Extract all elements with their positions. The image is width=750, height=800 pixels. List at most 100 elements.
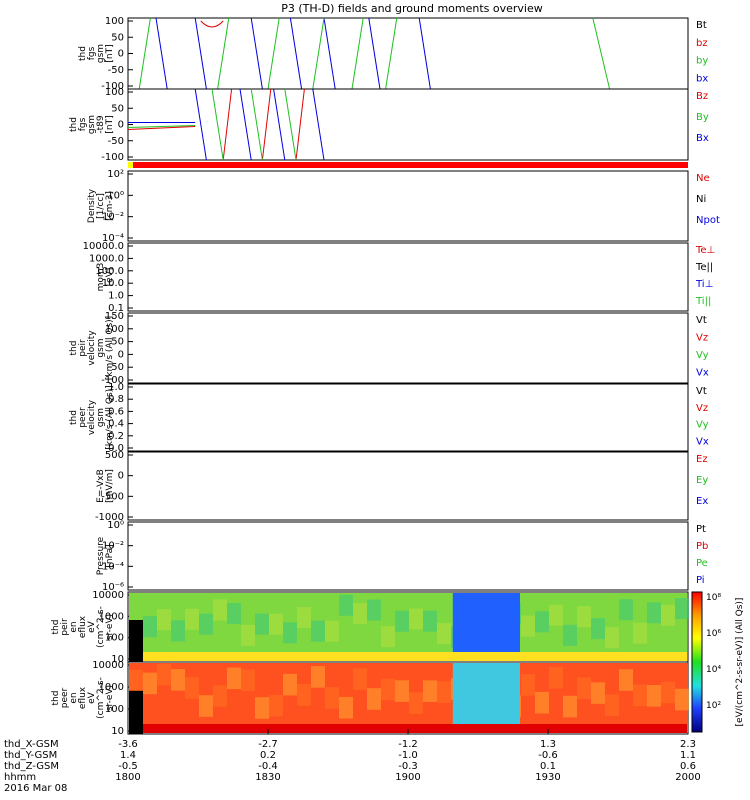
panel-frame bbox=[127, 312, 689, 384]
bz-trace bbox=[222, 88, 233, 161]
ylabel-line: thd bbox=[78, 46, 88, 61]
by-trace bbox=[127, 125, 196, 128]
panel-ylabel: thdpeirvelocitygsm[km/s (All Qs)] bbox=[69, 316, 115, 380]
panel-7: E=-VxB[mV/m] 500 0 -500 -1000 Ez Ey Ex bbox=[95, 450, 708, 523]
orbit-row-label: hhmm bbox=[4, 772, 36, 783]
spectrogram-cell bbox=[283, 622, 297, 644]
spectrogram-cell bbox=[549, 666, 563, 689]
ylabel-line: gsm bbox=[96, 408, 106, 427]
legend-entry: Ti|| bbox=[695, 296, 711, 307]
spectrogram-cell bbox=[381, 626, 395, 648]
spectrogram-cell bbox=[381, 678, 395, 701]
legend-entry: Ne bbox=[696, 173, 710, 184]
panel-frame bbox=[127, 521, 689, 591]
legend-entry: Vt bbox=[696, 315, 707, 326]
panel-8: Pressure[nPa] 10⁰ 10⁻² 10⁻⁴ 10⁻⁶ Pt Pb Pe Pi bbox=[96, 520, 708, 593]
ylabel-line: [cm-3] bbox=[105, 191, 115, 221]
orbit-row-label: thd_Z-GSM bbox=[4, 761, 59, 772]
panel-ylabel: thdfgsgsm-t89[nT] bbox=[69, 115, 115, 134]
legend-entry: Te⊥ bbox=[695, 245, 715, 256]
spectrogram-cell bbox=[605, 694, 619, 717]
spectrogram-cell bbox=[395, 680, 409, 702]
legend-entry: Pi bbox=[696, 575, 705, 586]
colorbar-label: [eV/(cm^2-s-sr-eV)] (All Qs)] bbox=[735, 598, 745, 727]
y-tick-label: 100.0 bbox=[95, 266, 124, 277]
ylabel-line: thd bbox=[51, 620, 61, 635]
orbit-row-value: 2000 bbox=[675, 772, 700, 783]
legend-entry: bx bbox=[696, 73, 708, 84]
spectrogram-cell bbox=[675, 688, 689, 711]
y-tick-label: -50 bbox=[108, 65, 124, 76]
ylabel-line: [1/cc] bbox=[96, 193, 106, 219]
legend-entry: Pb bbox=[696, 541, 708, 552]
spectrogram-cell bbox=[591, 618, 605, 640]
y-tick-label: 10 bbox=[111, 654, 124, 665]
ylabel-line: [nT] bbox=[105, 115, 115, 133]
orbit-row-value: -1.0 bbox=[398, 750, 418, 761]
spectrogram-cell bbox=[395, 610, 409, 632]
ylabel-line: -t89 bbox=[96, 115, 106, 134]
orbit-row-value: 1930 bbox=[535, 772, 560, 783]
orbit-row-value: 1830 bbox=[255, 772, 280, 783]
spectrogram-region bbox=[452, 663, 520, 733]
panel-1: thdfgsgsm[nT] 100 50 0 -50 -100 Bt bz by bx bbox=[78, 16, 708, 92]
spectrogram-cell bbox=[423, 680, 437, 702]
bz-trace bbox=[261, 88, 272, 161]
bz-trace bbox=[295, 88, 305, 161]
by-trace bbox=[217, 17, 230, 90]
spectrogram-cell bbox=[577, 677, 591, 700]
orbit-row-label: thd_Y-GSM bbox=[4, 750, 57, 761]
spectrogram-cell bbox=[199, 613, 213, 635]
spectrogram-fill bbox=[129, 690, 143, 734]
y-tick-label: 0.4 bbox=[108, 419, 124, 430]
legend-entry: Vz bbox=[696, 333, 708, 344]
spectrogram-cell bbox=[199, 695, 213, 717]
bx-trace bbox=[194, 88, 207, 161]
y-tick-label: 150 bbox=[105, 311, 124, 322]
panel-3: Density[1/cc][cm-3] 10² 10⁰ 10⁻² 10⁻⁴ Ne Ni Npo… bbox=[87, 169, 720, 244]
y-tick-label: 0.8 bbox=[108, 394, 124, 405]
y-tick-label: 0.1 bbox=[108, 303, 124, 314]
orbit-row-value: -2.7 bbox=[258, 739, 278, 750]
bx-trace bbox=[194, 17, 207, 90]
ylabel-line: E=-VxB bbox=[96, 469, 106, 503]
panel-frame bbox=[127, 17, 689, 90]
orbit-row-value: -3.6 bbox=[118, 739, 138, 750]
spectrogram-cell bbox=[143, 616, 157, 638]
by-trace bbox=[385, 17, 398, 90]
orbit-row-value: -1.2 bbox=[398, 739, 418, 750]
legend-entry: Vz bbox=[696, 403, 708, 414]
orbit-row-value: -0.4 bbox=[258, 761, 278, 772]
ylabel-line: thd bbox=[69, 341, 79, 356]
y-tick-label: 0.2 bbox=[108, 431, 124, 442]
y-tick-label: 1000 bbox=[99, 611, 124, 622]
by-trace bbox=[250, 88, 263, 161]
by-trace bbox=[351, 17, 364, 90]
ylabel-line: eflux bbox=[78, 615, 88, 638]
spectrogram-cell bbox=[269, 694, 283, 717]
y-tick-label: 10000 bbox=[92, 660, 124, 671]
y-tick-label: 10² bbox=[107, 169, 124, 180]
spectrogram-cell bbox=[185, 608, 199, 630]
y-tick-label: -1000 bbox=[95, 512, 124, 523]
ylabel-line: eV bbox=[87, 620, 97, 633]
legend-entry: Pe bbox=[696, 558, 708, 569]
bx-trace bbox=[239, 88, 252, 161]
panel-ylabel: thdfgsgsm[nT] bbox=[78, 44, 115, 63]
spectrogram-cell bbox=[339, 594, 353, 616]
y-tick-label: 10⁻⁶ bbox=[102, 582, 124, 593]
y-tick-label: 10000.0 bbox=[83, 241, 124, 252]
panel-ylabel: Pressure[nPa] bbox=[96, 536, 115, 575]
spectrogram-cell bbox=[255, 613, 269, 635]
spectrogram-cell bbox=[297, 607, 311, 629]
ylabel-line: thd bbox=[69, 410, 79, 425]
spectrogram-cell bbox=[563, 695, 577, 718]
legend-entry: Vx bbox=[696, 436, 709, 447]
spectrogram-cell bbox=[325, 687, 339, 709]
panel-6: thdpeervelocitygsm[km/s (All Qs)]1.00.80… bbox=[69, 382, 709, 454]
ylabel-line: velocity bbox=[87, 330, 97, 366]
panel-frame bbox=[127, 88, 689, 161]
spectrogram-cell bbox=[311, 620, 325, 642]
status-bar-fill bbox=[128, 162, 688, 168]
